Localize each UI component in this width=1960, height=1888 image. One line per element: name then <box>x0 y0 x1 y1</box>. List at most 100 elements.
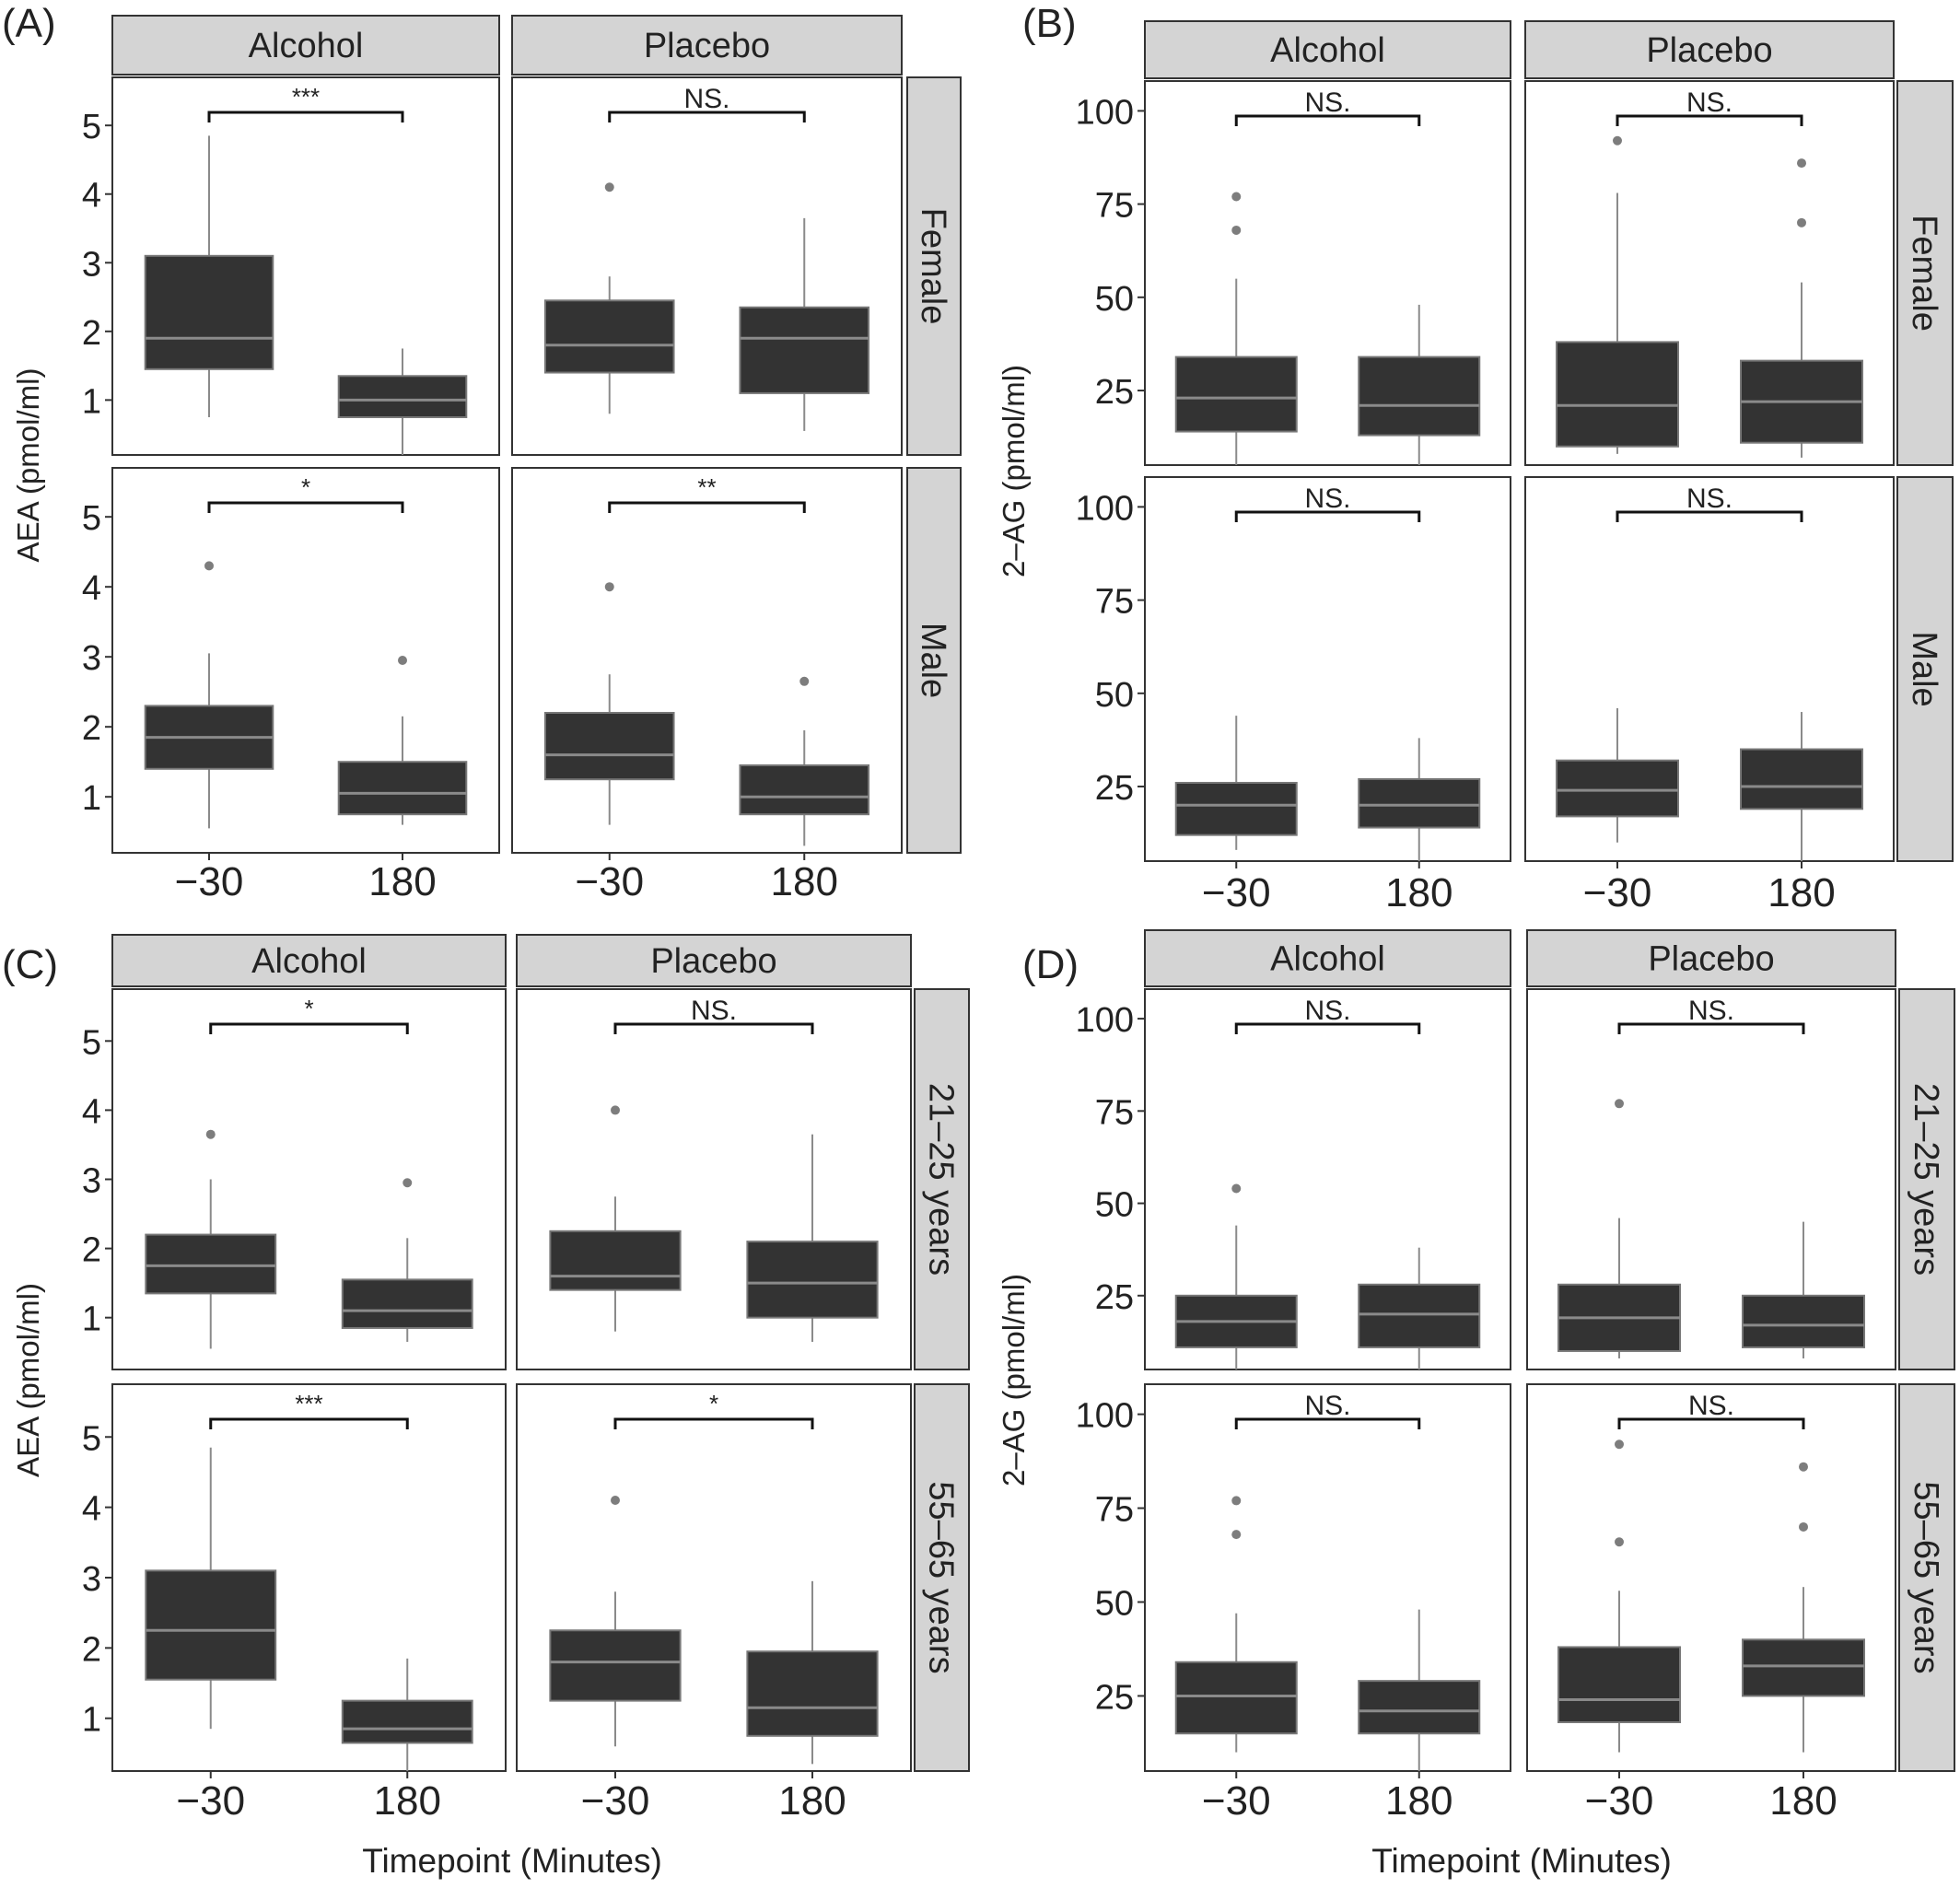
x-tick-label: 180 <box>368 859 436 904</box>
box <box>341 1278 473 1329</box>
significance-label: * <box>304 995 313 1022</box>
facet-row-label: 55–65 years <box>922 1481 961 1673</box>
y-tick-label: 4 <box>82 1092 101 1131</box>
y-tick-label: 3 <box>82 1162 101 1201</box>
y-tick-label: 100 <box>1076 1001 1134 1040</box>
y-tick-label: 5 <box>82 1023 101 1062</box>
y-tick-label: 3 <box>82 639 101 678</box>
significance-bracket <box>209 1022 409 1034</box>
y-axis-title: AEA (pmol/ml) <box>11 368 45 563</box>
facet-column-strip <box>1144 20 1511 79</box>
significance-bracket <box>1616 114 1803 126</box>
significance-label: NS. <box>1688 1391 1734 1421</box>
facet-row-label: 55–65 years <box>1907 1481 1945 1673</box>
facet-row-strip <box>914 988 970 1370</box>
box <box>1556 759 1679 818</box>
facet-column-label: Alcohol <box>249 27 364 65</box>
outlier-point <box>604 182 614 192</box>
facet-column-label: Placebo <box>1648 940 1774 979</box>
significance-bracket <box>613 1022 814 1034</box>
facet-row-label: 21–25 years <box>1907 1083 1945 1276</box>
y-tick-label: 1 <box>82 1701 101 1740</box>
y-tick-label: 50 <box>1095 1186 1134 1225</box>
facet-column-label: Alcohol <box>251 942 367 981</box>
significance-label: NS. <box>1688 996 1734 1026</box>
y-tick-label: 2 <box>82 1630 101 1669</box>
significance-bracket <box>1616 510 1803 522</box>
x-tick-label: −30 <box>581 1778 650 1824</box>
y-tick-label: 1 <box>82 779 101 818</box>
significance-label: NS. <box>683 84 729 114</box>
box <box>543 712 675 781</box>
box <box>739 306 870 394</box>
significance-bracket <box>207 501 404 513</box>
box <box>1740 748 1863 810</box>
facet-column-label: Alcohol <box>1270 940 1385 979</box>
outlier-point <box>1615 1537 1624 1547</box>
significance-bracket <box>1234 1417 1421 1429</box>
box <box>1558 1646 1681 1723</box>
box <box>337 761 468 816</box>
x-tick-label: −30 <box>176 1778 245 1824</box>
y-tick-label: 2 <box>82 314 101 353</box>
box <box>1742 1638 1865 1697</box>
outlier-point <box>1615 1099 1624 1109</box>
x-tick-label: −30 <box>1202 1778 1271 1824</box>
x-tick-label: 180 <box>771 859 838 904</box>
facet-column-strip <box>1144 929 1511 987</box>
subfigure-label: (C) <box>2 942 58 987</box>
outlier-point <box>1231 1530 1242 1540</box>
significance-label: NS. <box>1304 484 1350 514</box>
facet-column-label: Alcohol <box>1270 31 1385 70</box>
outlier-point <box>1799 1521 1808 1532</box>
facet-column-strip <box>511 15 903 76</box>
box <box>1174 781 1298 836</box>
box <box>1556 341 1679 448</box>
outlier-point <box>604 582 614 592</box>
outlier-point <box>1231 1183 1242 1194</box>
box <box>337 375 468 419</box>
box <box>739 764 870 816</box>
outlier-point <box>1231 225 1242 235</box>
y-tick-label: 75 <box>1095 1093 1134 1132</box>
significance-bracket <box>1617 1417 1805 1429</box>
y-tick-label: 2 <box>82 1231 101 1270</box>
y-tick-label: 25 <box>1095 1678 1134 1717</box>
y-axis-title: 2–AG (pmol/ml) <box>997 1274 1031 1486</box>
y-tick-label: 3 <box>82 1560 101 1599</box>
significance-bracket <box>1234 510 1421 522</box>
facet-row-strip <box>906 467 962 854</box>
box <box>746 1241 879 1319</box>
x-tick-label: 180 <box>1769 1778 1837 1824</box>
outlier-point <box>204 561 214 571</box>
y-tick-label: 4 <box>82 569 101 608</box>
outlier-point <box>799 676 810 686</box>
box <box>1358 355 1481 437</box>
significance-label: *** <box>295 1390 322 1417</box>
box <box>145 1233 277 1295</box>
subfigure-label: (B) <box>1022 1 1077 46</box>
significance-label: *** <box>292 83 320 111</box>
outlier-point <box>1231 1496 1242 1506</box>
y-tick-label: 50 <box>1095 280 1134 319</box>
significance-label: * <box>709 1390 718 1417</box>
y-tick-label: 2 <box>82 709 101 748</box>
y-tick-label: 5 <box>82 1419 101 1458</box>
y-axis-title: 2–AG (pmol/ml) <box>997 365 1031 577</box>
box <box>341 1699 473 1744</box>
outlier-point <box>398 656 407 665</box>
outlier-point <box>611 1105 620 1115</box>
significance-bracket <box>207 111 404 122</box>
facet-row-label: Female <box>914 208 952 325</box>
facet-column-label: Placebo <box>650 942 776 981</box>
significance-bracket <box>1234 114 1421 126</box>
outlier-point <box>205 1129 216 1139</box>
significance-bracket <box>613 1417 814 1429</box>
significance-bracket <box>1234 1022 1421 1034</box>
significance-label: NS. <box>1304 996 1350 1026</box>
y-tick-label: 1 <box>82 382 101 421</box>
facet-row-strip <box>914 1383 970 1772</box>
box <box>746 1650 879 1737</box>
significance-label: NS. <box>691 996 737 1026</box>
